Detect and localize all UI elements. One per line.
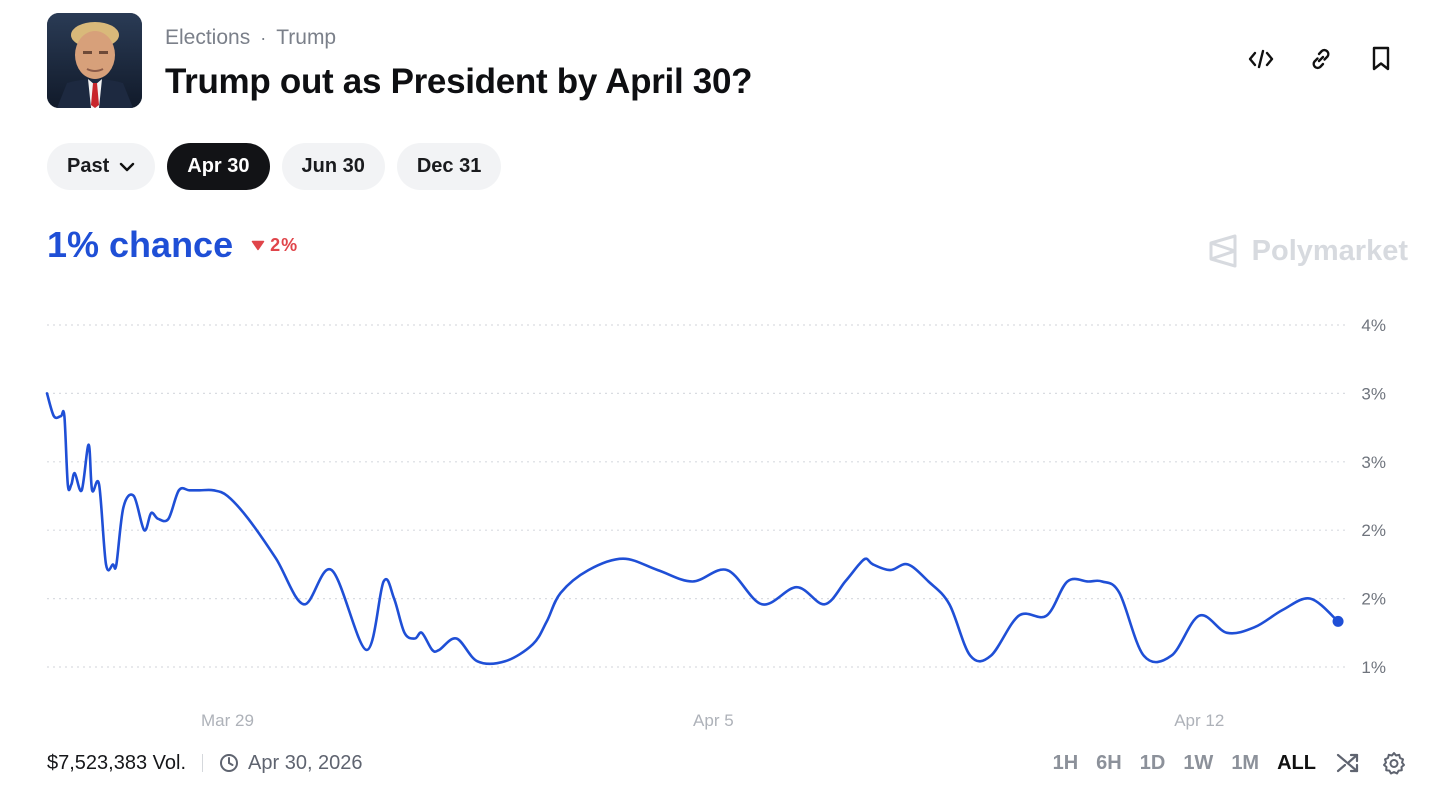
- chart-footer: $7,523,383 Vol. Apr 30, 2026 1H 6H 1D 1W…: [47, 746, 1408, 780]
- market-avatar: [47, 13, 142, 108]
- past-dropdown[interactable]: Past: [47, 143, 156, 190]
- probability-delta-text: 2%: [270, 234, 299, 255]
- y-tick-label: 3%: [1361, 453, 1386, 472]
- end-date-text: Apr 30, 2026: [248, 751, 363, 774]
- date-pill-label: Jun 30: [301, 155, 365, 177]
- polymarket-logo-icon: [1209, 234, 1237, 268]
- range-1w[interactable]: 1W: [1183, 751, 1214, 774]
- latest-point: [1332, 615, 1344, 627]
- x-tick-label: Apr 12: [1174, 711, 1224, 730]
- y-tick-label: 4%: [1361, 316, 1386, 335]
- shuffle-icon[interactable]: [1334, 749, 1362, 777]
- footer-divider: [202, 754, 204, 772]
- date-pill-jun-30[interactable]: Jun 30: [281, 143, 385, 190]
- breadcrumb-category[interactable]: Elections: [165, 26, 251, 49]
- date-pill-apr-30[interactable]: Apr 30: [167, 143, 270, 190]
- range-6h[interactable]: 6H: [1096, 751, 1122, 774]
- probability-delta: 2%: [251, 235, 298, 256]
- range-all[interactable]: ALL: [1277, 751, 1316, 774]
- y-tick-label: 3%: [1361, 384, 1386, 403]
- polymarket-wordmark: Polymarket: [1251, 234, 1408, 267]
- y-tick-label: 1%: [1361, 658, 1386, 677]
- end-date: Apr 30, 2026: [219, 752, 363, 775]
- date-pill-dec-31[interactable]: Dec 31: [396, 143, 502, 190]
- bookmark-icon[interactable]: [1366, 44, 1396, 74]
- probability-value: 1% chance: [47, 224, 234, 265]
- clock-icon: [220, 754, 239, 772]
- breadcrumb-subcategory[interactable]: Trump: [276, 26, 337, 49]
- embed-icon[interactable]: [1246, 44, 1276, 74]
- date-pill-label: Apr 30: [187, 155, 250, 177]
- past-label: Past: [67, 155, 110, 177]
- probability-summary: 1% chance 2%: [47, 224, 298, 266]
- range-1h[interactable]: 1H: [1052, 751, 1079, 774]
- date-selector: Past Apr 30 Jun 30 Dec 31: [47, 143, 502, 190]
- polymarket-logo: Polymarket: [1208, 234, 1408, 268]
- time-range-selector: 1H 6H 1D 1W 1M ALL: [1053, 749, 1408, 777]
- price-chart[interactable]: 4% 3% 3% 2% 2% 1% Mar 29 Apr 5 Apr 12: [0, 300, 1456, 740]
- series-line: [45, 392, 1340, 666]
- x-tick-label: Mar 29: [201, 711, 254, 730]
- y-tick-label: 2%: [1361, 521, 1386, 540]
- market-title: Trump out as President by April 30?: [165, 62, 753, 101]
- triangle-down-icon: [251, 240, 265, 250]
- chevron-down-icon: [120, 162, 135, 171]
- settings-gear-icon[interactable]: [1380, 749, 1408, 777]
- x-tick-label: Apr 5: [693, 711, 734, 730]
- y-tick-label: 2%: [1361, 590, 1386, 609]
- header-actions: [1246, 44, 1396, 74]
- date-pill-label: Dec 31: [416, 155, 482, 177]
- range-1d[interactable]: 1D: [1139, 751, 1166, 774]
- link-icon[interactable]: [1306, 44, 1336, 74]
- breadcrumb-separator: ·: [260, 27, 267, 48]
- range-1m[interactable]: 1M: [1231, 751, 1260, 774]
- volume-text: $7,523,383 Vol.: [47, 751, 187, 774]
- breadcrumb: Elections · Trump: [165, 26, 336, 50]
